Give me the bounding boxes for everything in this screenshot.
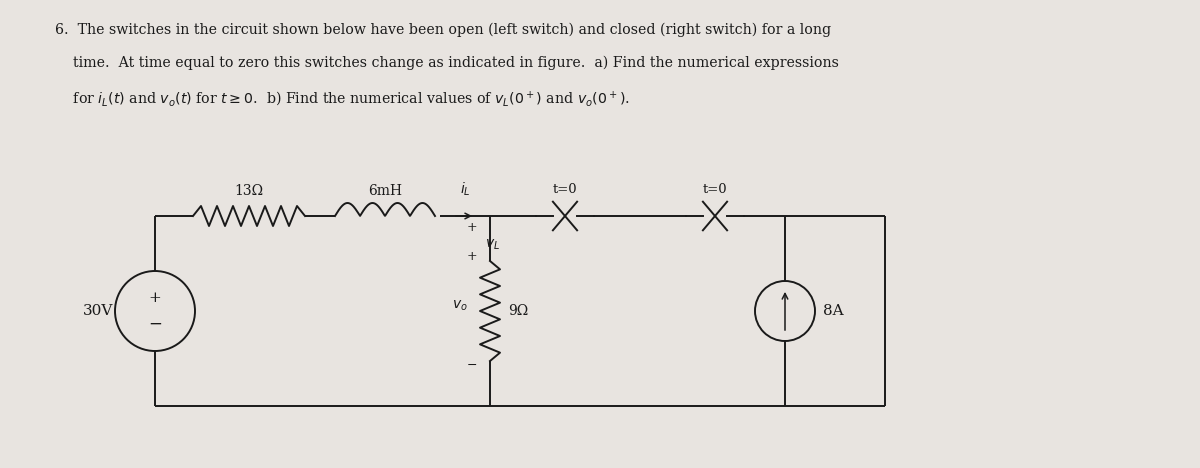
Text: $v_L$: $v_L$ — [485, 238, 500, 252]
Text: +: + — [467, 250, 478, 263]
Text: $i_L$: $i_L$ — [460, 181, 470, 198]
Text: 13Ω: 13Ω — [234, 184, 264, 198]
Text: +: + — [149, 291, 161, 305]
Text: 30V: 30V — [83, 304, 113, 318]
Text: t=0: t=0 — [553, 183, 577, 196]
Text: 6.  The switches in the circuit shown below have been open (left switch) and clo: 6. The switches in the circuit shown bel… — [55, 23, 832, 37]
Text: −: − — [148, 315, 162, 332]
Text: 8A: 8A — [823, 304, 844, 318]
Text: 9Ω: 9Ω — [508, 304, 528, 318]
Text: $v_o$: $v_o$ — [452, 299, 468, 313]
Text: time.  At time equal to zero this switches change as indicated in figure.  a) Fi: time. At time equal to zero this switche… — [55, 56, 839, 70]
Text: for $i_L(t)$ and $v_o(t)$ for $t \geq 0$.  b) Find the numerical values of $v_L(: for $i_L(t)$ and $v_o(t)$ for $t \geq 0$… — [55, 89, 630, 108]
Text: +: + — [467, 221, 478, 234]
Text: −: − — [467, 359, 478, 372]
Text: t=0: t=0 — [703, 183, 727, 196]
Text: 6mH: 6mH — [368, 184, 402, 198]
